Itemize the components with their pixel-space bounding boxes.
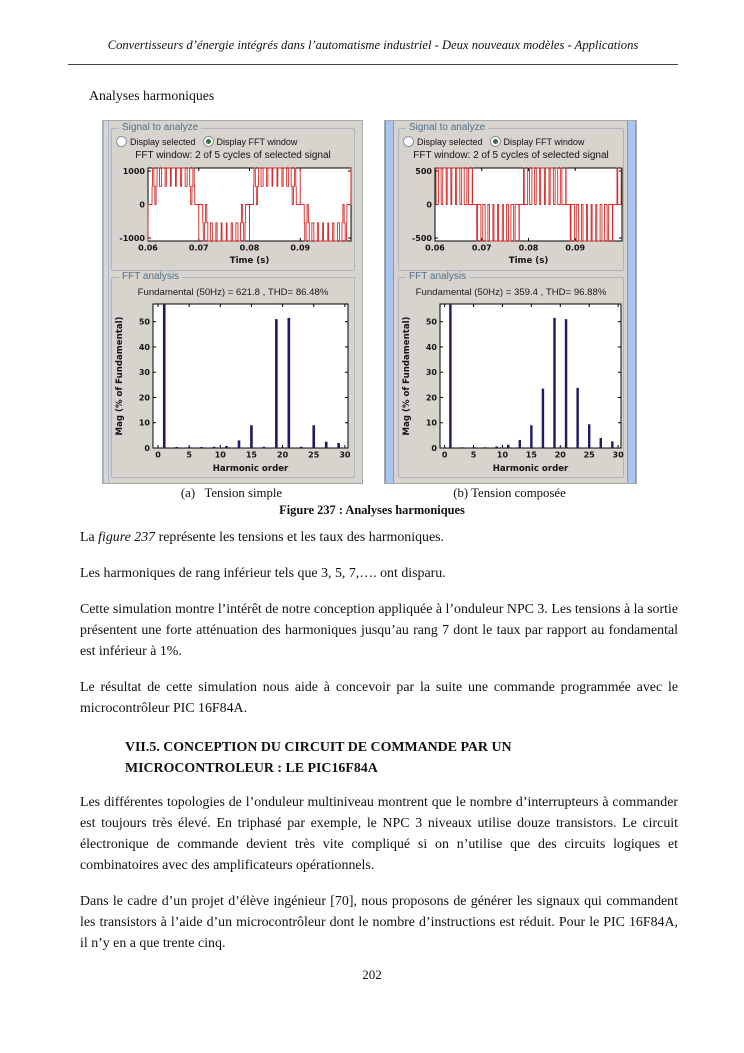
group-title: FFT analysis — [406, 271, 470, 282]
radio-dot-icon — [205, 139, 211, 144]
svg-text:20: 20 — [139, 393, 151, 402]
paragraph: Dans le cadre d’un projet d’élève ingéni… — [80, 894, 678, 951]
fft-analysis-group-a: FFT analysis Fundamental (50Hz) = 621.8 … — [111, 271, 355, 478]
scrollbar-strip[interactable] — [385, 121, 394, 483]
svg-text:30: 30 — [139, 368, 151, 377]
radio-label[interactable]: Display FFT window — [503, 137, 585, 147]
fft-window-text: FFT window: 2 of 5 cycles of selected si… — [413, 150, 609, 161]
svg-text:10: 10 — [139, 419, 151, 428]
svg-text:0: 0 — [426, 201, 432, 210]
paragraph: Les différentes topologies de l’onduleur… — [80, 795, 678, 873]
radio-label[interactable]: Display selected — [417, 137, 483, 147]
matlab-fft-tool-b: Signal to analyze Display selected Displa… — [384, 120, 637, 484]
svg-text:Harmonic order: Harmonic order — [213, 464, 289, 473]
svg-text:1000: 1000 — [123, 167, 146, 176]
radio-display-fft-window[interactable] — [489, 136, 501, 147]
svg-text:30: 30 — [339, 451, 351, 460]
svg-text:0.07: 0.07 — [472, 244, 492, 253]
figure-caption: Figure 237 : Analyses harmoniques — [279, 503, 465, 517]
group-title: Signal to analyze — [119, 122, 202, 133]
svg-text:50: 50 — [426, 318, 438, 327]
radio-label[interactable]: Display FFT window — [216, 137, 298, 147]
svg-text:0.06: 0.06 — [138, 244, 158, 253]
running-header: Convertisseurs d’énergie intégrés dans l… — [68, 38, 678, 65]
paragraph: Cette simulation montre l’intérêt de not… — [80, 602, 678, 659]
svg-text:0.08: 0.08 — [240, 244, 260, 253]
section-heading: VII.5. CONCEPTION DU CIRCUIT DE COMMANDE… — [125, 737, 678, 779]
svg-text:Mag (% of Fundamental): Mag (% of Fundamental) — [402, 316, 412, 435]
svg-text:Mag (% of Fundamental): Mag (% of Fundamental) — [115, 316, 125, 435]
svg-text:30: 30 — [613, 451, 625, 460]
matlab-fft-tool-a: Signal to analyze Display selected Displa… — [102, 120, 363, 484]
svg-text:5: 5 — [186, 451, 192, 460]
signal-to-analyze-group-b: Signal to analyze Display selected Displa… — [398, 122, 624, 271]
fft-bar-chart-b: 0 5 10 15 20 25 30 0 10 20 30 40 50 Harmonic order Mag… — [402, 303, 625, 473]
svg-text:0: 0 — [431, 444, 437, 453]
svg-text:15: 15 — [526, 451, 538, 460]
svg-text:40: 40 — [139, 343, 151, 352]
svg-text:10: 10 — [215, 451, 227, 460]
svg-text:0: 0 — [442, 451, 448, 460]
intro-label: Analyses harmoniques — [89, 88, 215, 103]
scrollbar-strip[interactable] — [627, 121, 636, 483]
svg-text:50: 50 — [139, 318, 151, 327]
radio-display-fft-window[interactable] — [202, 136, 214, 147]
svg-text:20: 20 — [277, 451, 289, 460]
svg-text:500: 500 — [415, 167, 432, 176]
signal-to-analyze-group-a: Signal to analyze Display selected Displa… — [111, 122, 355, 271]
svg-text:0.09: 0.09 — [290, 244, 310, 253]
svg-text:5: 5 — [471, 451, 477, 460]
group-title: FFT analysis — [119, 271, 183, 282]
text-run: représente les tensions et les taux des … — [155, 530, 445, 545]
figure-reference: figure 237 — [98, 530, 156, 545]
svg-text:0: 0 — [144, 444, 150, 453]
svg-text:20: 20 — [426, 393, 438, 402]
radio-dot-icon — [492, 139, 498, 144]
svg-text:40: 40 — [426, 343, 438, 352]
paragraph: Le résultat de cette simulation nous aid… — [80, 680, 678, 716]
svg-text:20: 20 — [555, 451, 567, 460]
fft-analysis-group-b: FFT analysis Fundamental (50Hz) = 359.4 … — [398, 271, 625, 478]
subfigure-caption-a: (a) Tension simple — [180, 486, 283, 500]
fft-bar-chart-a: 0 5 10 15 20 25 30 0 10 20 30 40 50 Harmonic order Mag… — [115, 303, 351, 473]
body-text: La figure 237 représente les tensions et… — [80, 527, 678, 969]
svg-text:0.08: 0.08 — [519, 244, 539, 253]
svg-text:25: 25 — [584, 451, 596, 460]
svg-text:25: 25 — [308, 451, 320, 460]
svg-text:0.06: 0.06 — [425, 244, 445, 253]
page-number: 202 — [362, 967, 382, 982]
fft-window-text: FFT window: 2 of 5 cycles of selected si… — [135, 150, 331, 161]
section-heading-line1: VII.5. CONCEPTION DU CIRCUIT DE COMMANDE… — [125, 740, 512, 755]
fundamental-thd-text: Fundamental (50Hz) = 621.8 , THD= 86.48% — [137, 287, 329, 298]
svg-text:Time (s): Time (s) — [509, 256, 549, 265]
svg-text:Time (s): Time (s) — [230, 256, 270, 265]
svg-text:0.07: 0.07 — [189, 244, 209, 253]
scrollbar-strip[interactable] — [103, 121, 109, 483]
svg-text:0: 0 — [155, 451, 161, 460]
svg-text:0.09: 0.09 — [565, 244, 585, 253]
section-heading-line2: MICROCONTROLEUR : LE PIC16F84A — [125, 761, 378, 776]
signal-plot-a: 0.06 0.07 0.08 0.09 -1000 0 1000 Time (s) — [119, 167, 352, 265]
svg-text:-500: -500 — [412, 234, 432, 243]
subfigure-caption-b: (b) Tension composée — [453, 486, 566, 500]
radio-label[interactable]: Display selected — [130, 137, 196, 147]
svg-text:10: 10 — [426, 419, 438, 428]
svg-text:Harmonic order: Harmonic order — [493, 464, 569, 473]
paragraph: La figure 237 représente les tensions et… — [80, 527, 678, 548]
fundamental-thd-text: Fundamental (50Hz) = 359.4 , THD= 96.88% — [415, 287, 607, 298]
svg-text:0: 0 — [139, 201, 145, 210]
svg-text:15: 15 — [246, 451, 258, 460]
text-run: La — [80, 530, 99, 545]
radio-display-selected[interactable] — [116, 136, 127, 147]
radio-display-selected[interactable] — [403, 136, 414, 147]
svg-text:10: 10 — [497, 451, 509, 460]
group-title: Signal to analyze — [406, 122, 489, 133]
paragraph: Les harmoniques de rang inférieur tels q… — [80, 566, 446, 581]
svg-text:-1000: -1000 — [119, 234, 145, 243]
svg-text:30: 30 — [426, 368, 438, 377]
signal-plot-b: 0.06 0.07 0.08 0.09 -500 0 500 Time (s) — [412, 167, 623, 265]
